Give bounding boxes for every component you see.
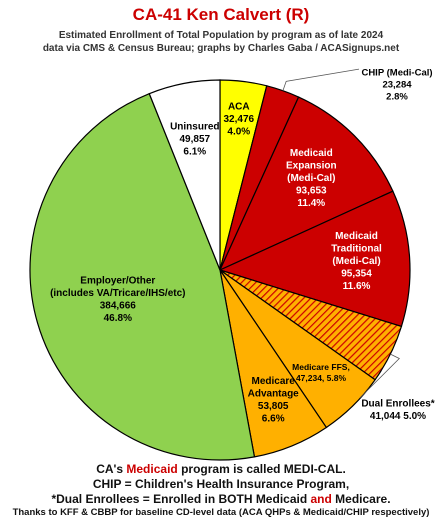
- pie-slice-uninsured: [148, 79, 221, 271]
- data-label-dual: Dual Enrollees*: [361, 398, 434, 409]
- data-label-employer: Employer/Other: [80, 275, 155, 286]
- chart-title: CA-41 Ken Calvert (R): [132, 5, 310, 24]
- data-label-medicaid_expansion: (Medi-Cal): [287, 173, 335, 184]
- footer-line-2: CHIP = Children's Health Insurance Progr…: [92, 477, 350, 491]
- data-label-chip: 2.8%: [386, 91, 408, 102]
- data-label-medicaid_traditional: 95,354: [341, 269, 372, 280]
- data-label-medicare_ffs: 47,234, 5.8%: [296, 373, 347, 383]
- data-label-medicare_advantage: 53,805: [258, 401, 289, 412]
- pie-slice-medicaid_expansion: [218, 96, 394, 272]
- footer-line-4: Thanks to KFF & CBBP for baseline CD-lev…: [12, 507, 430, 518]
- leader-line-chip: [282, 68, 360, 91]
- data-label-aca: 4.0%: [227, 126, 250, 137]
- footer-line-1: CA's Medicaid program is called MEDI-CAL…: [96, 462, 346, 476]
- data-label-medicaid_traditional: Traditional: [331, 244, 382, 255]
- data-label-medicaid_expansion: Expansion: [286, 161, 337, 172]
- pie-slice-medicaid_traditional: [218, 190, 411, 328]
- chart-subtitle-line-1: Estimated Enrollment of Total Population…: [58, 30, 384, 41]
- data-label-medicaid_expansion: 93,653: [296, 186, 327, 197]
- data-label-aca: 32,476: [224, 114, 255, 125]
- footer-line-3: *Dual Enrollees = Enrolled in BOTH Medic…: [51, 492, 391, 506]
- data-label-medicare_advantage: 6.6%: [262, 414, 285, 425]
- data-label-medicaid_traditional: 11.6%: [343, 281, 371, 292]
- data-label-uninsured: 49,857: [180, 134, 211, 145]
- data-label-aca: ACA: [228, 101, 250, 112]
- data-label-dual: 41,044 5.0%: [370, 411, 426, 422]
- data-label-chip: CHIP (Medi-Cal): [361, 68, 432, 79]
- data-label-medicare_ffs: Medicare FFS,: [292, 362, 350, 372]
- pie-slice-employer: [29, 92, 256, 461]
- data-label-employer: 46.8%: [104, 313, 132, 324]
- data-label-medicaid_expansion: Medicaid: [290, 148, 333, 159]
- leader-line-dual: [359, 353, 400, 399]
- data-label-medicaid_traditional: (Medi-Cal): [332, 256, 380, 267]
- data-label-employer: 384,666: [100, 300, 137, 311]
- data-label-medicaid_traditional: Medicaid: [335, 231, 378, 242]
- data-label-uninsured: 6.1%: [183, 147, 206, 158]
- data-label-medicare_advantage: Advantage: [248, 389, 300, 400]
- data-label-chip: 23,284: [382, 80, 412, 91]
- data-label-medicare_advantage: Medicare: [252, 376, 296, 387]
- data-label-medicaid_expansion: 11.4%: [297, 198, 325, 209]
- data-label-employer: (includes VA/Tricare/IHS/etc): [50, 288, 185, 299]
- chart-subtitle-line-2: data via CMS & Census Bureau; graphs by …: [42, 43, 400, 54]
- data-label-uninsured: Uninsured: [170, 122, 219, 133]
